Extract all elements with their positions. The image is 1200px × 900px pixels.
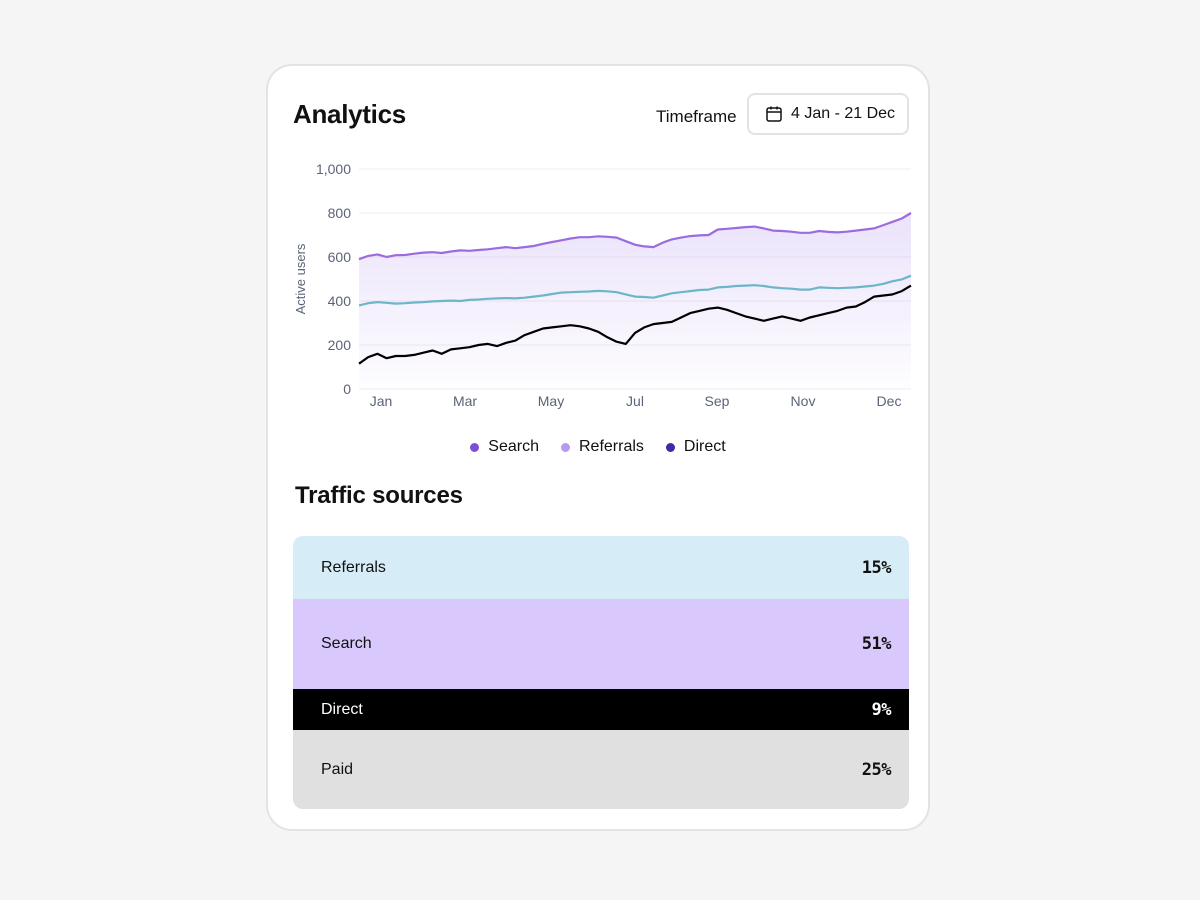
traffic-source-percent: 15% <box>861 557 892 578</box>
calendar-icon <box>765 105 783 123</box>
traffic-source-label: Direct <box>321 700 363 718</box>
chart-svg: 0 200 400 600 800 1,000 Active users Jan Mar May J… <box>293 161 912 409</box>
x-tick-label: Dec <box>877 393 902 409</box>
traffic-source-row-paid[interactable]: Paid 25% <box>293 730 909 809</box>
x-tick-label: Jan <box>370 393 393 409</box>
y-axis-title: Active users <box>293 243 308 314</box>
x-tick-label: Mar <box>453 393 477 409</box>
x-tick-label: May <box>538 393 564 409</box>
legend-label: Search <box>488 438 539 455</box>
traffic-source-percent: 9% <box>871 699 892 720</box>
series-line-search <box>358 212 912 261</box>
legend-dot <box>470 442 480 452</box>
y-tick-label: 0 <box>343 381 351 397</box>
traffic-source-percent: 51% <box>861 634 892 654</box>
series-line-direct <box>358 284 912 365</box>
date-range-text: 4 Jan - 21 Dec <box>791 105 896 122</box>
traffic-sources-title: Traffic sources <box>295 482 463 509</box>
legend-label: Direct <box>683 438 726 455</box>
page-title: Analytics <box>293 99 406 129</box>
legend-item-search[interactable]: Search <box>470 438 539 456</box>
analytics-card: Analytics Timeframe 4 Jan - 21 Dec 0 200 4… <box>266 64 930 831</box>
y-tick-label: 1,000 <box>316 161 351 177</box>
y-tick-label: 800 <box>328 205 352 221</box>
series-line-referrals <box>358 274 912 307</box>
traffic-source-row-search[interactable]: Search 51% <box>293 599 909 689</box>
traffic-source-row-referrals[interactable]: Referrals 15% <box>293 536 909 599</box>
traffic-source-label: Referrals <box>321 558 386 576</box>
date-range-button[interactable]: 4 Jan - 21 Dec <box>747 93 909 135</box>
traffic-source-label: Search <box>321 635 372 652</box>
y-tick-label: 400 <box>328 293 352 309</box>
timeframe-label: Timeframe <box>656 107 737 126</box>
traffic-source-label: Paid <box>321 760 354 778</box>
legend-label: Referrals <box>579 438 644 455</box>
traffic-sources-bar: Referrals 15% Search 51% Direct 9% Paid 25% <box>293 536 909 809</box>
legend-item-referrals[interactable]: Referrals <box>561 438 644 456</box>
traffic-source-row-direct[interactable]: Direct 9% <box>293 689 909 730</box>
traffic-source-percent: 25% <box>861 759 892 780</box>
y-tick-label: 600 <box>328 249 352 265</box>
x-tick-label: Jul <box>626 393 644 409</box>
x-tick-label: Nov <box>791 393 816 409</box>
legend-item-direct[interactable]: Direct <box>665 438 726 456</box>
legend-dot <box>561 442 570 452</box>
chart-legend: Search Referrals Direct <box>268 438 928 456</box>
x-tick-label: Sep <box>705 393 730 409</box>
y-tick-label: 200 <box>328 337 352 353</box>
legend-dot <box>665 442 675 452</box>
